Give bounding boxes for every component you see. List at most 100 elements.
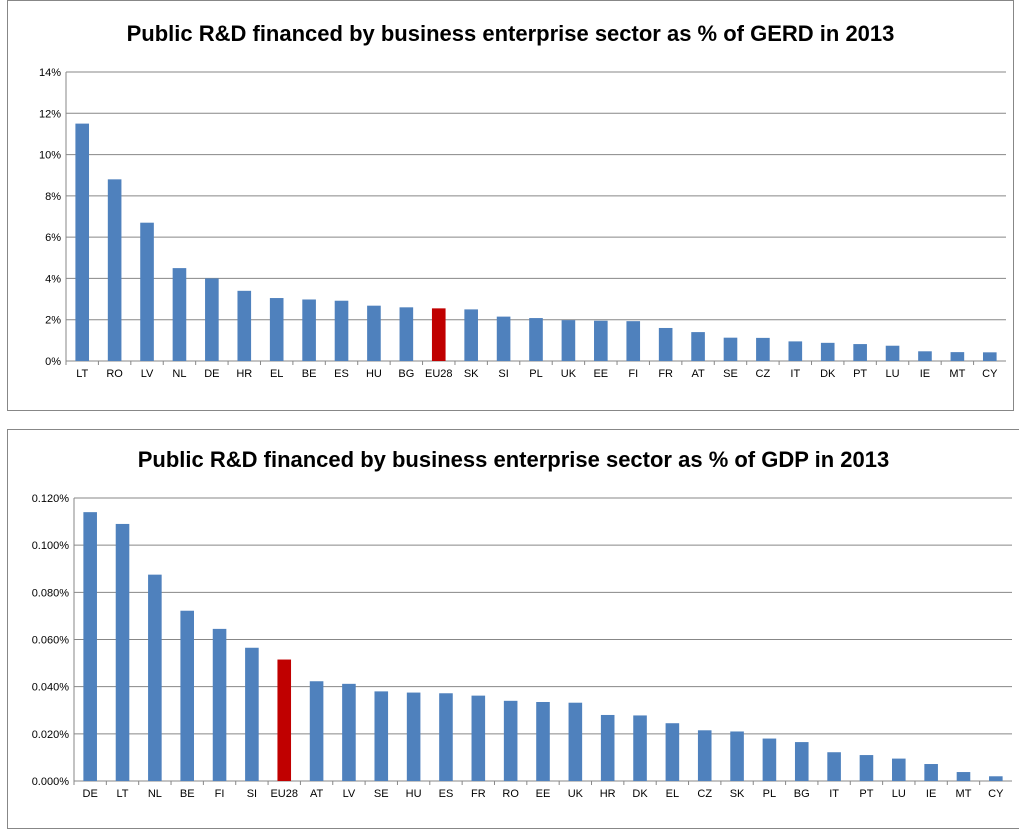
x-tick-label: SK <box>730 788 745 800</box>
x-tick-label: ES <box>439 788 454 800</box>
x-tick-label: NL <box>148 788 162 800</box>
y-tick-label: 0% <box>45 356 61 368</box>
x-tick-label: SI <box>247 788 257 800</box>
bar-lt <box>115 523 130 781</box>
y-tick-label: 4% <box>45 273 61 285</box>
y-tick-label: 8% <box>45 191 61 203</box>
bar-lv <box>140 222 154 361</box>
x-tick-label: FR <box>658 368 673 380</box>
x-tick-label: EU28 <box>270 788 298 800</box>
x-tick-label: LT <box>117 788 129 800</box>
bar-dk <box>820 342 835 361</box>
chart-gerd: 0% 2% 4% 6% 8% 10% 12% 14% LT RO LV NL DE HR EL BE ES HU B… <box>39 67 1006 380</box>
x-tick-label: BG <box>398 368 414 380</box>
y-tick-label: 6% <box>45 232 61 244</box>
bar-hr <box>237 290 252 361</box>
chart-panel-gerd: Public R&D financed by business enterpri… <box>7 0 1014 411</box>
bar-be <box>302 299 316 361</box>
bar-pt <box>859 755 874 781</box>
x-tick-label: PL <box>529 368 542 380</box>
bar-eu28 <box>431 308 446 361</box>
x-tick-label: EE <box>593 368 608 380</box>
bar-lu <box>892 758 906 781</box>
x-tick-label: CY <box>982 368 998 380</box>
x-tick-label: CZ <box>697 788 712 800</box>
bar-se <box>723 337 738 361</box>
bar-fi <box>212 628 227 781</box>
x-tick-label: EL <box>666 788 679 800</box>
x-tick-label: FI <box>628 368 638 380</box>
y-tick-label: 10% <box>39 150 61 162</box>
bar-hu <box>367 305 381 361</box>
chart-title-gerd: Public R&D financed by business enterpri… <box>126 21 895 46</box>
x-tick-label: IT <box>829 788 839 800</box>
bar-pl <box>529 318 543 361</box>
bar-el <box>269 298 284 361</box>
x-tick-label: HU <box>406 788 422 800</box>
x-tick-label: RO <box>106 368 123 380</box>
bar-es <box>439 693 453 781</box>
bar-ee <box>536 701 550 781</box>
bar-de <box>205 278 219 361</box>
bar-it <box>788 341 803 361</box>
x-tick-label: DK <box>632 788 648 800</box>
x-tick-label: CZ <box>756 368 771 380</box>
bar-sk <box>464 309 478 361</box>
bar-el <box>665 723 680 781</box>
bar-cz <box>756 337 770 361</box>
bar-mt <box>950 352 965 361</box>
y-tick-label: 0.020% <box>32 729 70 741</box>
x-tick-label: LV <box>343 788 356 800</box>
y-tick-label: 12% <box>39 108 61 120</box>
bar-ie <box>918 351 932 361</box>
bar-bg <box>399 307 414 361</box>
x-tick-label: FI <box>215 788 225 800</box>
x-tick-label: BE <box>180 788 195 800</box>
bar-ie <box>924 764 938 781</box>
bar-fi <box>626 321 641 361</box>
bar-hu <box>406 692 421 781</box>
x-tick-label: BE <box>302 368 317 380</box>
x-tick-label: IT <box>790 368 800 380</box>
x-tick-label: HR <box>236 368 252 380</box>
chart-title-gdp: Public R&D financed by business enterpri… <box>137 447 890 472</box>
bar-cy <box>982 352 997 361</box>
x-tick-label: PL <box>763 788 776 800</box>
x-tick-label: EL <box>270 368 283 380</box>
y-tick-label: 0.060% <box>32 635 70 647</box>
bar-fr <box>658 327 673 361</box>
chart-panel-gdp: Public R&D financed by business enterpri… <box>7 429 1019 829</box>
x-tick-label: SK <box>464 368 479 380</box>
bar-pt <box>853 344 867 361</box>
x-tick-label: UK <box>568 788 584 800</box>
y-tick-label: 14% <box>39 67 61 79</box>
bar-nl <box>148 574 162 781</box>
y-tick-label: 0.080% <box>32 587 70 599</box>
x-tick-label: ES <box>334 368 349 380</box>
bar-ee <box>594 320 608 361</box>
bar-lt <box>75 123 90 361</box>
bar-sk <box>730 731 744 781</box>
bar-it <box>827 752 841 781</box>
bar-fr <box>471 695 486 781</box>
x-tick-label: FR <box>471 788 486 800</box>
bar-es <box>334 300 349 361</box>
x-tick-label: SE <box>374 788 389 800</box>
x-tick-label: EE <box>536 788 551 800</box>
x-tick-label: MT <box>956 788 972 800</box>
x-tick-label: DK <box>820 368 836 380</box>
bar-se <box>374 691 389 781</box>
chart-gdp: 0.000% 0.020% 0.040% 0.060% 0.080% 0.100% 0.12… <box>32 493 1012 800</box>
x-tick-label: SE <box>723 368 738 380</box>
x-tick-label: EU28 <box>425 368 453 380</box>
bar-nl <box>172 268 187 361</box>
bar-mt <box>956 772 971 781</box>
y-tick-label: 0.040% <box>32 682 70 694</box>
bar-at <box>309 681 324 781</box>
x-tick-label: DE <box>83 788 98 800</box>
bar-uk <box>561 320 576 361</box>
bar-ro <box>503 700 518 781</box>
bar-eu28 <box>277 659 292 781</box>
x-tick-label: PT <box>859 788 873 800</box>
bar-pl <box>762 738 777 781</box>
